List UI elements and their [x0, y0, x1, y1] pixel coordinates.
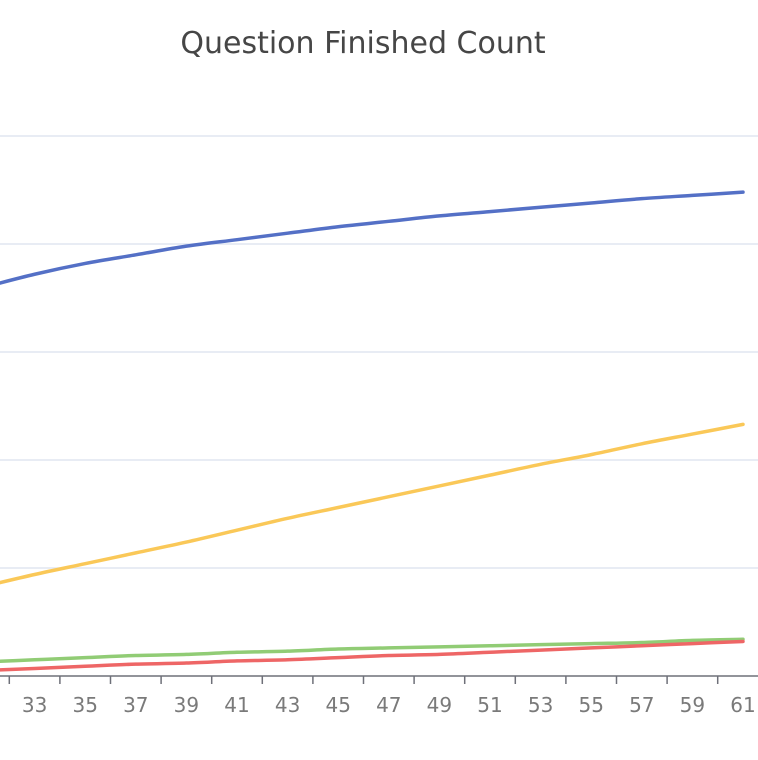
x-tick-label-35: 35: [72, 693, 97, 717]
x-tick-label-53: 53: [528, 693, 553, 717]
x-tick-label-39: 39: [174, 693, 199, 717]
series-line-3: [0, 637, 745, 664]
x-tick-label-55: 55: [578, 693, 603, 717]
gridlines: [0, 135, 758, 569]
series-line-4: [0, 639, 745, 672]
x-tick-label-47: 47: [376, 693, 401, 717]
x-tick-label-45: 45: [325, 693, 350, 717]
x-tick-label-33: 33: [22, 693, 47, 717]
x-tick-labels: 31333537394143454749515355575961: [22, 693, 756, 717]
series-line-2: [0, 422, 745, 585]
x-tick-label-41: 41: [224, 693, 249, 717]
series-lines: [0, 190, 745, 672]
chart-title: Question Finished Count: [180, 26, 546, 61]
x-tick-label-61: 61: [730, 693, 755, 717]
x-tick-label-43: 43: [275, 693, 300, 717]
x-axis: [0, 675, 758, 684]
x-tick-label-51: 51: [477, 693, 502, 717]
x-tick-label-37: 37: [123, 693, 148, 717]
x-tick-label-57: 57: [629, 693, 654, 717]
x-tick-label-59: 59: [680, 693, 705, 717]
series-line-1: [0, 190, 745, 285]
x-tick-label-49: 49: [427, 693, 452, 717]
